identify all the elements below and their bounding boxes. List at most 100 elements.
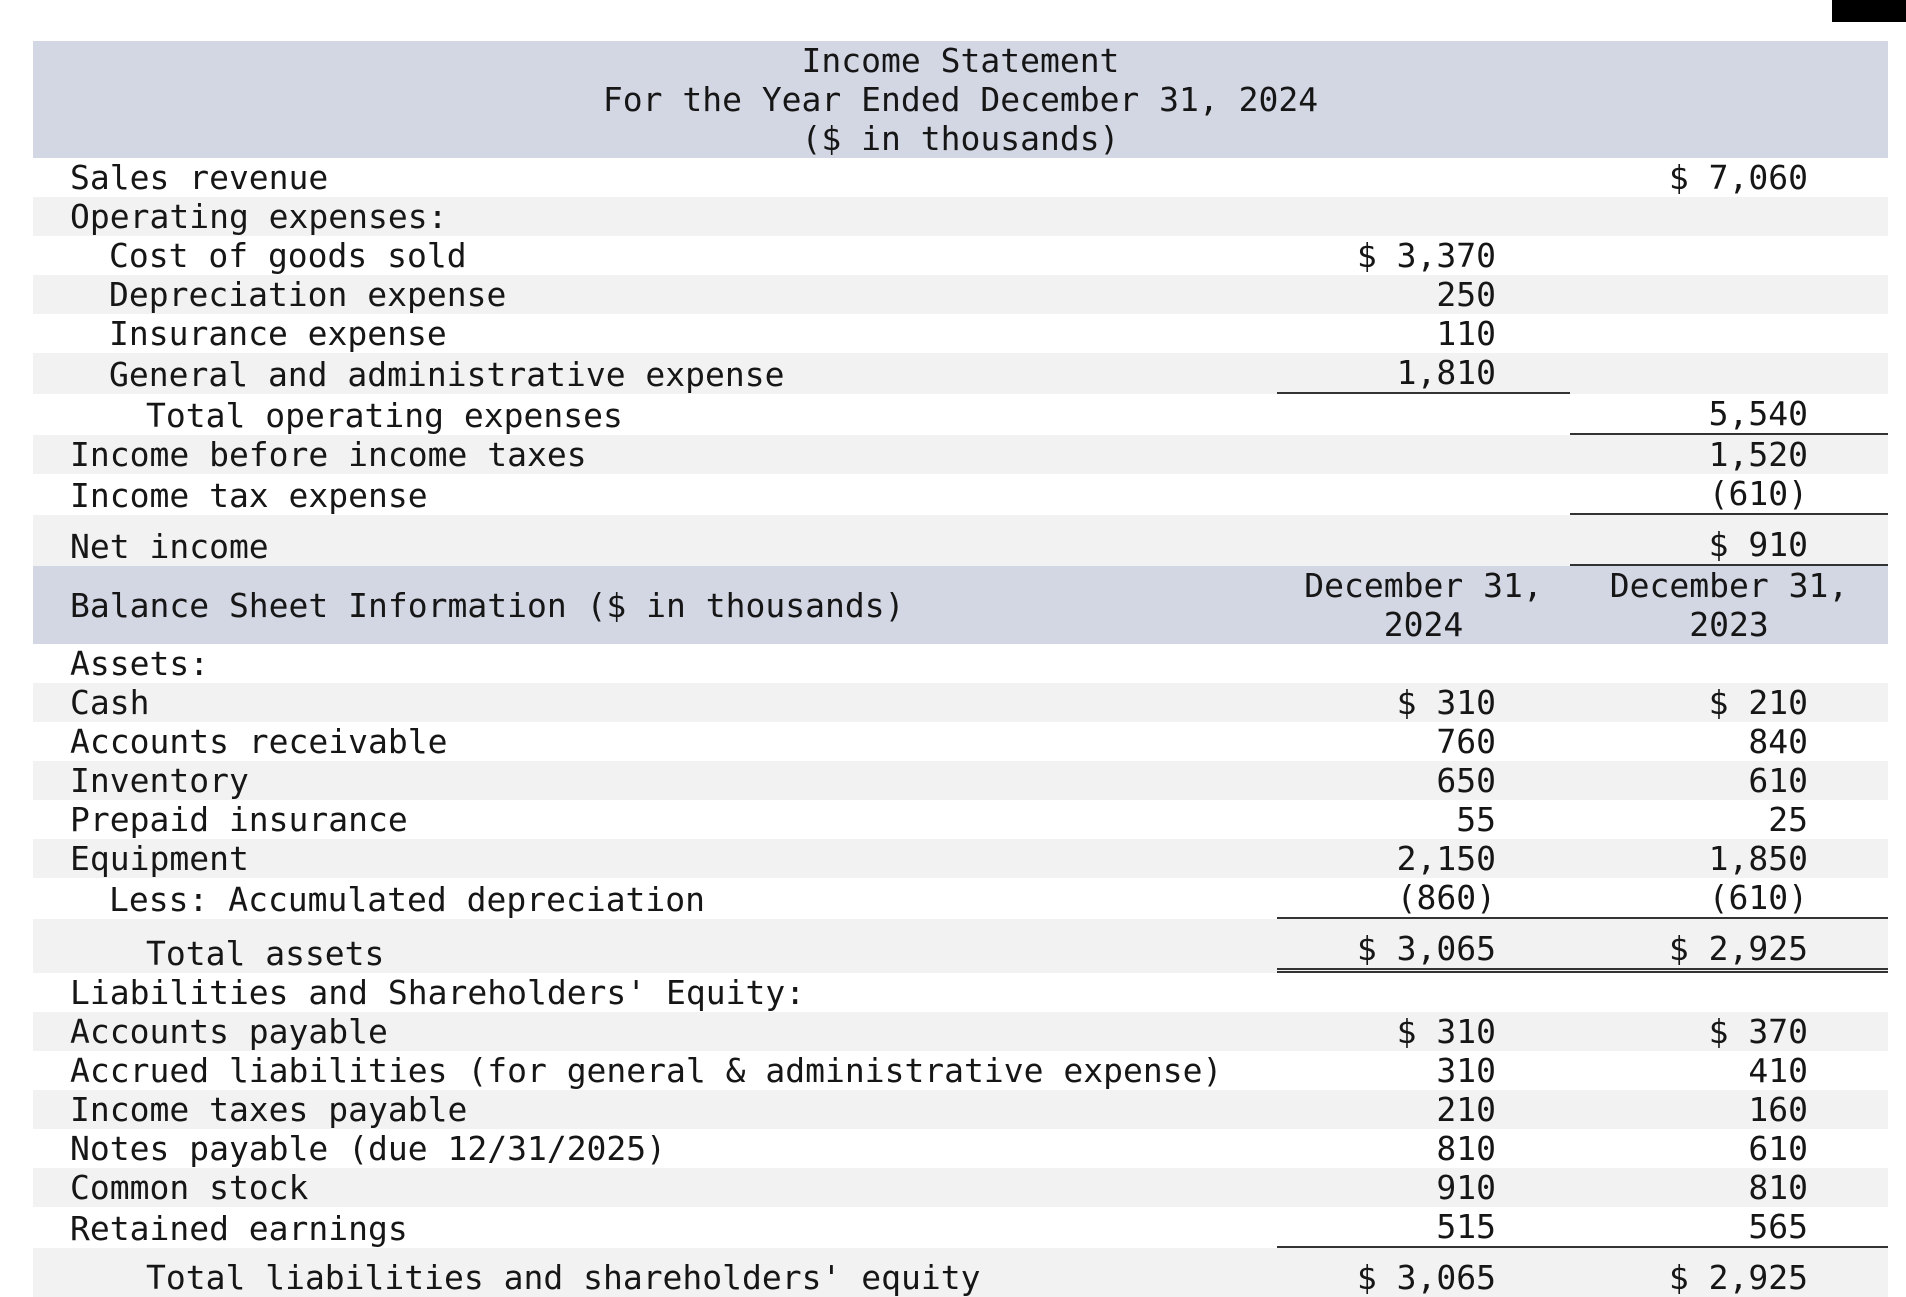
- row-label: General and administrative expense: [109, 355, 785, 394]
- row-value-2024: 110: [1436, 314, 1496, 353]
- row-value-2023: 160: [1748, 1090, 1808, 1129]
- row-value-2024: 515: [1277, 1207, 1570, 1248]
- financial-statement: Income Statement For the Year Ended Dece…: [33, 41, 1888, 1297]
- row-value-2023: $ 2,925: [1668, 1258, 1808, 1297]
- row-label: Income tax expense: [70, 476, 428, 515]
- row-value-2023: 1,520: [1708, 435, 1808, 474]
- table-row: Accounts receivable 760 840: [33, 722, 1888, 761]
- table-row: Common stock 910 810: [33, 1168, 1888, 1207]
- table-row: Income taxes payable 210 160: [33, 1090, 1888, 1129]
- row-value-2024: 210: [1436, 1090, 1496, 1129]
- row-value-2024: 1,810: [1277, 353, 1570, 394]
- column-header-december-31-2024: December 31, 2024: [1304, 566, 1543, 644]
- row-value-2023: 565: [1570, 1207, 1888, 1248]
- row-value-2023: $ 910: [1570, 525, 1888, 566]
- row-label: Assets:: [70, 644, 210, 683]
- row-value-2023: $ 2,925: [1570, 929, 1888, 973]
- window-corner-accent: [1832, 0, 1906, 22]
- table-row: Assets:: [33, 644, 1888, 683]
- row-value-2023: (610): [1570, 474, 1888, 515]
- row-value-2024: $ 3,065: [1277, 929, 1570, 973]
- table-row: Notes payable (due 12/31/2025) 810 610: [33, 1129, 1888, 1168]
- row-label: Retained earnings: [70, 1209, 408, 1248]
- row-value-2024: 55: [1456, 800, 1496, 839]
- table-row: Inventory 650 610: [33, 761, 1888, 800]
- row-label: Net income: [70, 527, 269, 566]
- row-value-2024: 910: [1436, 1168, 1496, 1207]
- row-label: Total operating expenses: [146, 396, 623, 435]
- row-label: Inventory: [70, 761, 249, 800]
- table-row: Equipment 2,150 1,850: [33, 839, 1888, 878]
- row-value-2024: 760: [1436, 722, 1496, 761]
- row-value-2023: 25: [1768, 800, 1808, 839]
- row-value-2024: $ 310: [1396, 683, 1496, 722]
- row-value-2023: $ 7,060: [1668, 158, 1808, 197]
- row-value-2024: 810: [1436, 1129, 1496, 1168]
- table-row: Cash $ 310 $ 210: [33, 683, 1888, 722]
- row-label: Equipment: [70, 839, 249, 878]
- table-row: Insurance expense 110: [33, 314, 1888, 353]
- balance-sheet-rows: Assets: Cash $ 310 $ 210 Accounts receivable…: [33, 644, 1888, 1297]
- balance-sheet-header: Balance Sheet Information ($ in thousand…: [33, 566, 1888, 644]
- row-label: Insurance expense: [109, 314, 447, 353]
- row-label: Income taxes payable: [70, 1090, 468, 1129]
- table-row: Prepaid insurance 55 25: [33, 800, 1888, 839]
- row-value-2024: 2,150: [1396, 839, 1496, 878]
- row-label: Operating expenses:: [70, 197, 448, 236]
- row-value-2023: (610): [1570, 878, 1888, 919]
- table-row: Accounts payable $ 310 $ 370: [33, 1012, 1888, 1051]
- income-statement-title: Income Statement: [801, 41, 1120, 80]
- row-label: Common stock: [70, 1168, 309, 1207]
- table-row: Depreciation expense 250: [33, 275, 1888, 314]
- row-value-2023: $ 210: [1708, 683, 1808, 722]
- row-value-2023: 5,540: [1570, 394, 1888, 435]
- row-value-2024: $ 3,370: [1356, 236, 1496, 275]
- table-row: General and administrative expense 1,810: [33, 353, 1888, 394]
- table-row: Total liabilities and shareholders' equi…: [33, 1248, 1888, 1297]
- table-row: Total assets $ 3,065 $ 2,925: [33, 919, 1888, 973]
- row-label: Accounts receivable: [70, 722, 448, 761]
- row-label: Less: Accumulated depreciation: [109, 880, 706, 919]
- table-row: Accrued liabilities (for general & admin…: [33, 1051, 1888, 1090]
- table-row: Sales revenue $ 7,060: [33, 158, 1888, 197]
- row-label: Accounts payable: [70, 1012, 388, 1051]
- table-row: Operating expenses:: [33, 197, 1888, 236]
- row-value-2024: (860): [1277, 878, 1570, 919]
- column-header-december-31-2023: December 31, 2023: [1609, 566, 1849, 644]
- table-row: Income tax expense (610): [33, 474, 1888, 515]
- row-value-2023: 810: [1748, 1168, 1808, 1207]
- row-value-2023: 610: [1748, 1129, 1808, 1168]
- row-value-2024: $ 310: [1396, 1012, 1496, 1051]
- income-statement-rows: Sales revenue $ 7,060 Operating expenses: C…: [33, 158, 1888, 566]
- row-label: Prepaid insurance: [70, 800, 408, 839]
- row-value-2024: 650: [1436, 761, 1496, 800]
- row-value-2023: 840: [1748, 722, 1808, 761]
- income-statement-header: Income Statement For the Year Ended Dece…: [33, 41, 1888, 158]
- row-value-2024: 310: [1436, 1051, 1496, 1090]
- row-label: Cost of goods sold: [109, 236, 467, 275]
- balance-sheet-title: Balance Sheet Information ($ in thousand…: [70, 585, 905, 625]
- row-label: Sales revenue: [70, 158, 329, 197]
- table-row: Retained earnings 515 565: [33, 1207, 1888, 1248]
- row-value-2024: $ 3,065: [1356, 1258, 1496, 1297]
- table-row: Liabilities and Shareholders' Equity:: [33, 973, 1888, 1012]
- row-label: Total liabilities and shareholders' equi…: [146, 1258, 981, 1297]
- row-value-2024: 250: [1436, 275, 1496, 314]
- row-value-2023: 1,850: [1708, 839, 1808, 878]
- row-label: Income before income taxes: [70, 435, 587, 474]
- table-row: Cost of goods sold $ 3,370: [33, 236, 1888, 275]
- row-label: Total assets: [146, 934, 385, 973]
- income-statement-unit-note: ($ in thousands): [801, 119, 1120, 158]
- row-value-2023: $ 370: [1708, 1012, 1808, 1051]
- table-row: Income before income taxes 1,520: [33, 435, 1888, 474]
- table-row: Less: Accumulated depreciation (860) (610): [33, 878, 1888, 919]
- table-row: Total operating expenses 5,540: [33, 394, 1888, 435]
- row-label: Accrued liabilities (for general & admin…: [70, 1051, 1223, 1090]
- income-statement-subtitle: For the Year Ended December 31, 2024: [602, 80, 1319, 119]
- row-label: Depreciation expense: [109, 275, 507, 314]
- row-value-2023: 410: [1748, 1051, 1808, 1090]
- row-label: Notes payable (due 12/31/2025): [70, 1129, 667, 1168]
- table-row: Net income $ 910: [33, 515, 1888, 566]
- row-label: Liabilities and Shareholders' Equity:: [70, 973, 806, 1012]
- row-value-2023: 610: [1748, 761, 1808, 800]
